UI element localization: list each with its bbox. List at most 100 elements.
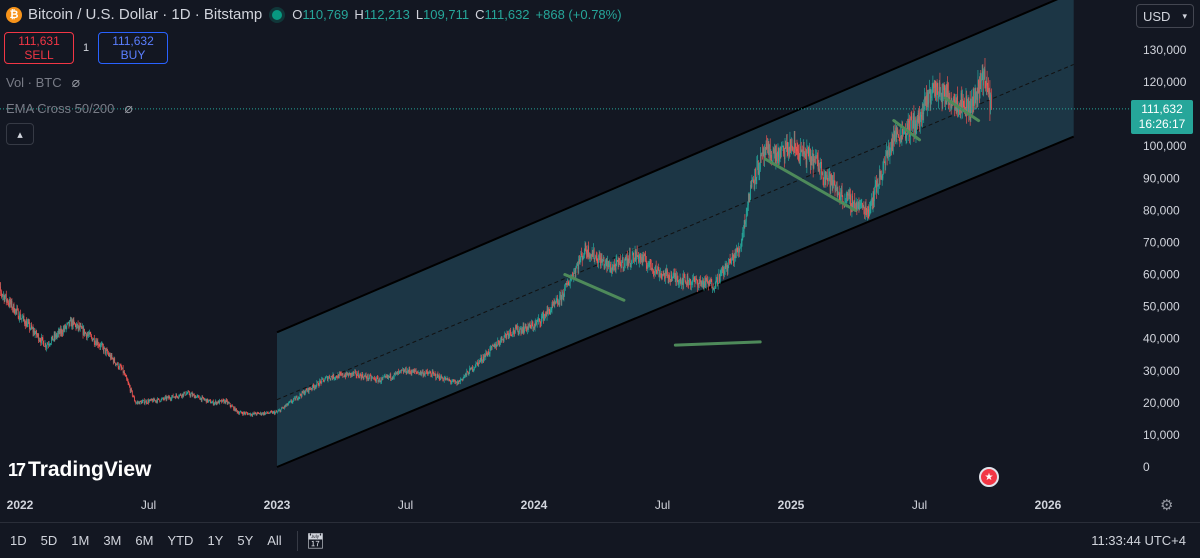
eye-hidden-icon[interactable]: ⌀ xyxy=(71,74,81,90)
candle-body xyxy=(921,114,922,120)
market-status-icon[interactable] xyxy=(272,9,283,20)
candle-body xyxy=(441,375,442,379)
candle-body xyxy=(36,335,38,336)
candle-body xyxy=(638,255,639,262)
candle-body xyxy=(784,147,786,160)
candle-body xyxy=(353,372,354,375)
candle-body xyxy=(53,334,55,340)
indicator-ema-cross[interactable]: EMA Cross 50/200 ⌀ xyxy=(6,100,133,117)
candle-body xyxy=(217,400,219,404)
candle-body xyxy=(56,335,58,338)
candle-body xyxy=(779,155,780,161)
candle-body xyxy=(582,256,584,261)
support-trendline[interactable] xyxy=(943,96,981,123)
spread-value: 1 xyxy=(82,42,90,54)
candle-body xyxy=(234,407,235,411)
timeframe-1m[interactable]: 1M xyxy=(71,533,90,548)
symbol-header[interactable]: ₿ Bitcoin / U.S. Dollar · 1D · Bitstamp … xyxy=(6,6,622,23)
candle-body xyxy=(453,379,454,381)
clock-timezone[interactable]: 11:33:44 UTC+4 xyxy=(1091,533,1186,548)
x-tick-label: 2025 xyxy=(778,498,805,512)
y-tick-label: 120,000 xyxy=(1143,75,1187,89)
candle-body xyxy=(310,388,312,390)
candle-body xyxy=(373,377,375,379)
candle-body xyxy=(940,93,941,95)
chevron-up-icon: ▴ xyxy=(17,128,23,141)
timeframe-all[interactable]: All xyxy=(267,533,282,548)
candle-body xyxy=(305,389,307,391)
timeframe-1y[interactable]: 1Y xyxy=(207,533,224,548)
candle-body xyxy=(495,344,497,347)
candle-body xyxy=(681,278,683,282)
timeframe-ytd[interactable]: YTD xyxy=(167,533,194,548)
candle-body xyxy=(672,278,673,281)
currency-select[interactable]: USD ▾ xyxy=(1136,4,1194,28)
timeframe-5d[interactable]: 5D xyxy=(40,533,58,548)
candle-body xyxy=(761,152,763,156)
timeframe-3m[interactable]: 3M xyxy=(103,533,122,548)
candle-body xyxy=(354,371,356,373)
candle-body xyxy=(674,273,675,278)
candle-body xyxy=(455,381,457,383)
candle-body xyxy=(450,382,452,383)
candle-body xyxy=(633,258,635,262)
calendar-goto-icon[interactable]: 📅︎ xyxy=(305,532,325,550)
sell-button[interactable]: 111,631 SELL xyxy=(4,32,74,64)
candle-body xyxy=(186,393,188,394)
candle-body xyxy=(963,101,965,106)
candle-body xyxy=(661,275,663,277)
gear-icon[interactable]: ⚙ xyxy=(1160,497,1174,514)
channel-upper-line[interactable] xyxy=(276,0,1074,334)
candle-body xyxy=(261,414,263,415)
support-trendline[interactable] xyxy=(892,119,921,142)
candle-body xyxy=(489,347,491,354)
candle-body xyxy=(776,153,777,162)
candle-body xyxy=(602,260,604,263)
candle-body xyxy=(890,147,892,150)
candle-body xyxy=(165,396,167,400)
candle-body xyxy=(378,380,380,382)
support-trendline[interactable] xyxy=(563,273,626,302)
symbol-title[interactable]: Bitcoin / U.S. Dollar · 1D · Bitstamp xyxy=(28,6,263,23)
candle-body xyxy=(817,154,818,159)
candle-body xyxy=(589,254,591,259)
candle-body xyxy=(10,299,11,305)
candle-body xyxy=(863,205,865,213)
buy-button[interactable]: 111,632 BUY xyxy=(98,32,168,64)
candle-body xyxy=(988,88,989,94)
channel-fill[interactable] xyxy=(277,0,1074,467)
candle-body xyxy=(80,326,82,327)
candle-body xyxy=(577,264,579,269)
candle-body xyxy=(901,127,903,140)
candle-body xyxy=(399,370,401,372)
collapse-legend-button[interactable]: ▴ xyxy=(6,123,34,145)
candle-body xyxy=(483,357,485,360)
candle-body xyxy=(541,317,542,324)
tradingview-logo[interactable]: 17 TradingView xyxy=(8,458,151,482)
candle-body xyxy=(820,162,822,164)
us-flag-event-icon[interactable]: ★ xyxy=(979,467,999,487)
candle-body xyxy=(871,198,872,203)
candle-body xyxy=(726,265,727,268)
candle-body xyxy=(388,376,389,378)
timeframe-5y[interactable]: 5Y xyxy=(237,533,254,548)
indicator-volume[interactable]: Vol · BTC ⌀ xyxy=(6,74,80,91)
candle-body xyxy=(60,329,62,334)
tradingview-logo-icon: 17 xyxy=(8,459,26,480)
candle-body xyxy=(20,313,21,319)
timeframe-1d[interactable]: 1D xyxy=(10,533,27,548)
candle-body xyxy=(765,143,767,155)
candle-body xyxy=(629,253,631,265)
candle-body xyxy=(734,255,736,259)
candle-body xyxy=(648,262,650,265)
candle-body xyxy=(825,171,827,180)
eye-hidden-icon[interactable]: ⌀ xyxy=(124,100,133,116)
support-trendline[interactable] xyxy=(763,157,857,212)
candle-body xyxy=(936,83,938,87)
candle-body xyxy=(327,378,329,381)
candle-body xyxy=(382,377,384,379)
support-trendline[interactable] xyxy=(673,340,762,347)
timeframe-6m[interactable]: 6M xyxy=(135,533,154,548)
channel-lower-line[interactable] xyxy=(276,135,1075,468)
